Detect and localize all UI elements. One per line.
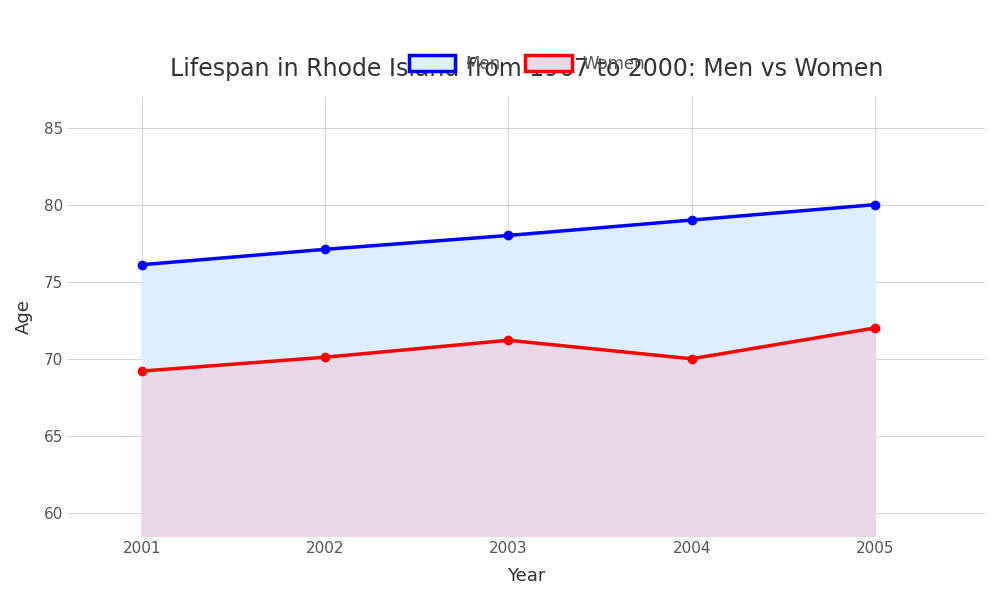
Title: Lifespan in Rhode Island from 1967 to 2000: Men vs Women: Lifespan in Rhode Island from 1967 to 20… (170, 57, 883, 81)
Legend: Men, Women: Men, Women (402, 48, 651, 79)
Y-axis label: Age: Age (15, 299, 33, 334)
X-axis label: Year: Year (507, 567, 546, 585)
